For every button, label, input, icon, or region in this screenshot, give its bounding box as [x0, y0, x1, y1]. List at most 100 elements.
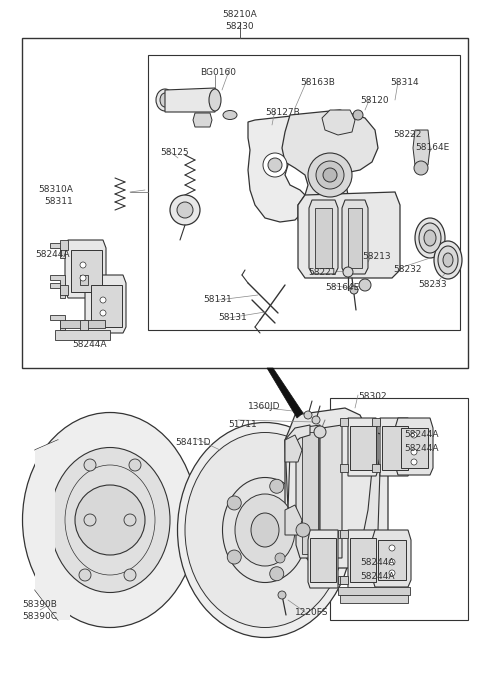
- Polygon shape: [350, 426, 376, 470]
- Polygon shape: [382, 426, 408, 470]
- Circle shape: [304, 411, 312, 419]
- Polygon shape: [340, 530, 348, 538]
- Text: 58131: 58131: [218, 313, 247, 322]
- Polygon shape: [50, 243, 65, 258]
- Ellipse shape: [235, 494, 295, 566]
- Polygon shape: [65, 240, 106, 298]
- Circle shape: [350, 286, 358, 294]
- Circle shape: [296, 523, 310, 537]
- Polygon shape: [340, 595, 408, 603]
- Polygon shape: [285, 408, 388, 568]
- Polygon shape: [55, 330, 110, 340]
- Polygon shape: [285, 435, 302, 462]
- Text: 58233: 58233: [418, 280, 446, 289]
- Polygon shape: [80, 320, 88, 330]
- Text: 58390C: 58390C: [22, 612, 57, 621]
- Polygon shape: [340, 418, 348, 426]
- Polygon shape: [308, 530, 338, 588]
- Circle shape: [270, 479, 284, 494]
- Polygon shape: [165, 88, 215, 112]
- Polygon shape: [338, 530, 346, 538]
- Circle shape: [270, 567, 284, 581]
- Text: 58302: 58302: [358, 392, 386, 401]
- Polygon shape: [348, 530, 378, 588]
- Circle shape: [124, 514, 136, 526]
- Text: 58164E: 58164E: [415, 143, 449, 152]
- Polygon shape: [310, 538, 336, 582]
- Polygon shape: [50, 283, 65, 298]
- Circle shape: [411, 432, 417, 438]
- Polygon shape: [378, 540, 406, 580]
- Circle shape: [263, 153, 287, 177]
- Circle shape: [353, 110, 363, 120]
- Circle shape: [414, 161, 428, 175]
- Text: 58120: 58120: [360, 96, 389, 105]
- Ellipse shape: [156, 89, 174, 111]
- Circle shape: [75, 485, 145, 555]
- Text: 58230: 58230: [226, 22, 254, 31]
- Text: 58244A: 58244A: [35, 250, 70, 259]
- Text: 58163B: 58163B: [300, 78, 335, 87]
- Circle shape: [389, 570, 395, 576]
- Circle shape: [100, 297, 106, 303]
- Polygon shape: [322, 110, 355, 135]
- Circle shape: [80, 275, 86, 281]
- Circle shape: [124, 569, 136, 581]
- Polygon shape: [91, 285, 122, 327]
- Polygon shape: [338, 587, 410, 595]
- Circle shape: [359, 279, 371, 291]
- Polygon shape: [320, 425, 342, 558]
- Circle shape: [389, 545, 395, 551]
- Polygon shape: [340, 576, 348, 584]
- Ellipse shape: [438, 246, 458, 274]
- Polygon shape: [372, 530, 411, 587]
- Polygon shape: [248, 115, 320, 222]
- Circle shape: [227, 496, 241, 510]
- Circle shape: [170, 195, 200, 225]
- Circle shape: [278, 591, 286, 599]
- Ellipse shape: [185, 433, 345, 628]
- Polygon shape: [401, 428, 428, 468]
- Circle shape: [80, 262, 86, 268]
- Polygon shape: [298, 192, 400, 278]
- Circle shape: [316, 161, 344, 189]
- Ellipse shape: [419, 223, 441, 253]
- Text: 1360JD: 1360JD: [248, 402, 280, 411]
- Text: 58244A: 58244A: [360, 558, 395, 567]
- Circle shape: [389, 559, 395, 565]
- Polygon shape: [193, 113, 212, 127]
- Circle shape: [343, 267, 353, 277]
- Ellipse shape: [23, 412, 197, 628]
- Polygon shape: [372, 464, 380, 472]
- Ellipse shape: [209, 89, 221, 111]
- Text: 58310A: 58310A: [38, 185, 73, 194]
- Polygon shape: [372, 418, 380, 426]
- Polygon shape: [395, 418, 433, 475]
- Circle shape: [323, 168, 337, 182]
- Circle shape: [227, 550, 241, 564]
- Text: 58390B: 58390B: [22, 600, 57, 609]
- Polygon shape: [348, 418, 378, 476]
- Circle shape: [100, 310, 106, 316]
- Text: 58311: 58311: [44, 197, 73, 206]
- Text: 58244A: 58244A: [360, 572, 395, 581]
- Polygon shape: [80, 275, 88, 285]
- Polygon shape: [362, 430, 380, 555]
- Polygon shape: [338, 576, 346, 584]
- Polygon shape: [50, 315, 65, 330]
- Polygon shape: [309, 200, 338, 274]
- Polygon shape: [302, 432, 318, 554]
- Circle shape: [314, 426, 326, 438]
- Bar: [330, 398, 468, 620]
- Text: 58213: 58213: [362, 252, 391, 261]
- Polygon shape: [60, 240, 68, 250]
- Polygon shape: [60, 320, 105, 328]
- Polygon shape: [267, 368, 303, 418]
- Ellipse shape: [223, 477, 308, 582]
- Ellipse shape: [50, 447, 170, 592]
- Polygon shape: [60, 285, 68, 295]
- Ellipse shape: [424, 230, 436, 246]
- Text: 58314: 58314: [390, 78, 419, 87]
- Text: 58125: 58125: [160, 148, 189, 157]
- Circle shape: [411, 459, 417, 465]
